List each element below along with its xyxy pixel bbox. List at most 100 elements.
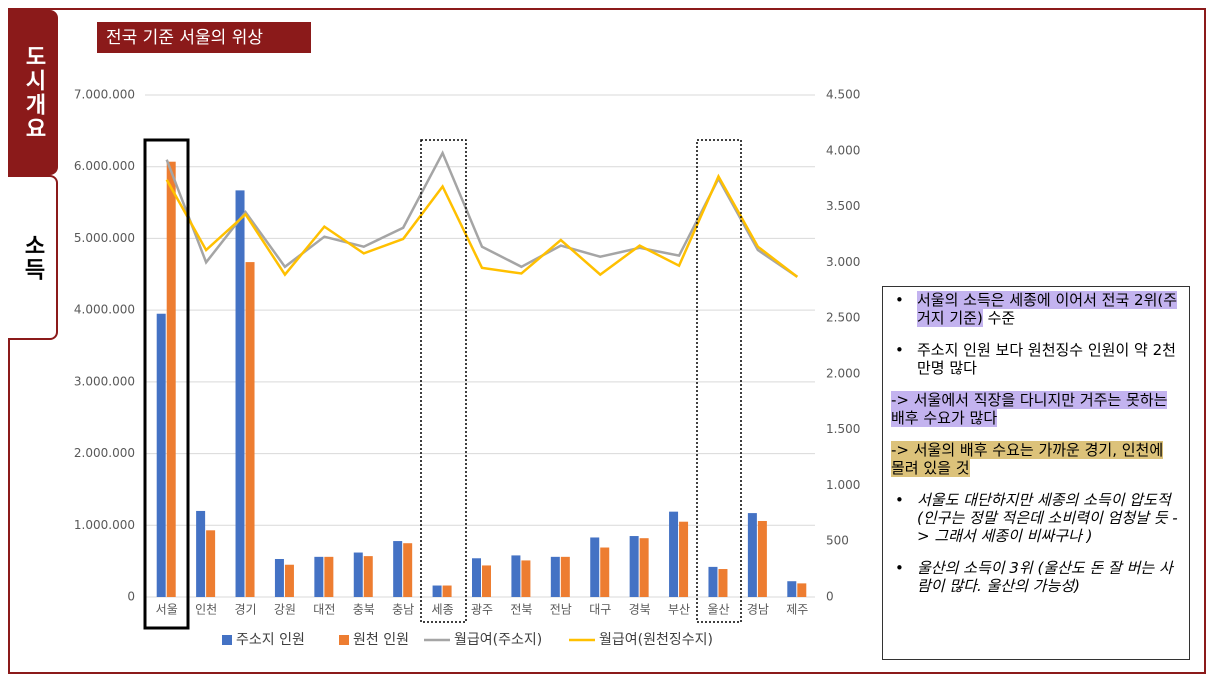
note-text: -> 서울에서 직장을 다니지만 거주는 못하는 배후 수요가 많다 <box>891 391 1168 427</box>
x-tick-label: 대구 <box>589 603 611 617</box>
highlight-box <box>696 139 742 623</box>
legend-label: 원천 인원 <box>353 632 409 648</box>
y-tick-label: 4.000.000 <box>74 303 135 317</box>
x-tick-label: 대전 <box>313 603 335 617</box>
note: 서울도 대단하지만 세종의 소득이 압도적 (인구는 정말 적은데 소비력이 엄… <box>891 491 1181 545</box>
bar <box>639 538 649 597</box>
bar <box>206 530 216 597</box>
line <box>165 173 799 278</box>
bar <box>550 556 560 597</box>
x-tick-label: 울산 <box>707 603 729 617</box>
bar <box>235 190 245 597</box>
legend-swatch <box>339 635 349 645</box>
y-tick-label: 6.000.000 <box>74 159 135 173</box>
chart-title: 전국 기준 서울의 위상 <box>106 28 263 48</box>
note: 서울의 소득은 세종에 이어서 전국 2위(주거지 기준) 수준 <box>891 291 1181 327</box>
bar <box>787 581 797 597</box>
y-tick-label: 0 <box>127 590 135 604</box>
bar <box>274 558 284 597</box>
x-tick-label: 제주 <box>786 603 808 617</box>
bar <box>718 569 728 597</box>
notes: 서울의 소득은 세종에 이어서 전국 2위(주거지 기준) 수준주소지 인원 보… <box>882 286 1190 660</box>
note-text: 서울의 소득은 세종에 이어서 전국 2위(주거지 기준) <box>917 291 1178 327</box>
x-tick-label: 충남 <box>392 603 414 617</box>
x-tick-label: 경기 <box>234 603 256 617</box>
legend-label: 주소지 인원 <box>236 632 305 648</box>
x-tick-label: 광주 <box>471 603 493 617</box>
bar <box>560 556 570 597</box>
bar <box>403 543 413 597</box>
x-tick-label: 경남 <box>747 603 769 617</box>
bar <box>196 510 206 597</box>
y-tick-label: 5.000.000 <box>74 231 135 245</box>
legend-swatch <box>222 635 232 645</box>
y2-tick-label: 4.000 <box>826 143 860 157</box>
y2-tick-label: 500 <box>826 534 849 548</box>
note-text: -> 서울의 배후 수요는 가까운 경기, 인천에 몰려 있을 것 <box>891 441 1164 477</box>
note-text: 울산의 소득이 3위 (울산도 돈 잘 버는 사람이 많다. 울산의 가능성) <box>917 559 1173 595</box>
bar <box>363 556 373 597</box>
plot: 0 1.000.000 2.000.000 3.000.000 4.000.000 5.0… <box>74 88 860 649</box>
line <box>165 150 798 278</box>
legend-label: 월급여(주소지) <box>454 632 542 648</box>
x-tick-label: 경북 <box>629 603 651 617</box>
bar <box>442 585 452 597</box>
bar <box>156 313 166 597</box>
bar <box>669 511 679 597</box>
note: -> 서울에서 직장을 다니지만 거주는 못하는 배후 수요가 많다 <box>891 391 1181 427</box>
bar <box>245 262 255 597</box>
note: 울산의 소득이 3위 (울산도 돈 잘 버는 사람이 많다. 울산의 가능성) <box>891 559 1181 595</box>
legend-label: 월급여(원천징수지) <box>599 632 713 648</box>
tab[interactable]: 도시개요 <box>8 10 58 175</box>
bar <box>472 558 481 597</box>
y2-tick-label: 3.500 <box>826 199 860 213</box>
bar <box>797 583 807 597</box>
bar <box>629 536 639 597</box>
y2-tick-label: 2.500 <box>826 311 860 325</box>
bar <box>324 556 334 597</box>
x-tick-label: 부산 <box>668 603 690 617</box>
x-tick-label: 강원 <box>274 603 296 617</box>
y2-tick-label: 1.000 <box>826 478 860 492</box>
tab[interactable]: 소득 <box>8 175 58 340</box>
bar <box>600 547 610 597</box>
x-tick-label: 세종 <box>432 603 454 617</box>
bar <box>314 556 324 597</box>
y2-tick-label: 0 <box>826 590 834 604</box>
title-box <box>97 22 311 53</box>
x-tick-label: 전남 <box>550 603 572 617</box>
bar <box>353 552 363 597</box>
bar <box>166 161 176 598</box>
bar <box>590 537 600 597</box>
y2-tick-label: 2.000 <box>826 366 860 380</box>
slide-frame <box>8 8 1206 674</box>
bar <box>432 585 442 597</box>
bar <box>757 520 767 597</box>
x-tick-label: 전북 <box>510 603 532 617</box>
bar <box>284 564 294 597</box>
note: 주소지 인원 보다 원천징수 인원이 약 2천만명 많다 <box>891 341 1181 377</box>
bar <box>747 513 757 597</box>
bar <box>708 566 718 597</box>
x-tick-label: 서울 <box>156 603 178 617</box>
note-text: 수준 <box>982 309 1016 327</box>
bar <box>679 521 689 597</box>
bar <box>482 565 491 597</box>
note: -> 서울의 배후 수요는 가까운 경기, 인천에 몰려 있을 것 <box>891 441 1181 477</box>
y-tick-label: 1.000.000 <box>74 518 135 532</box>
bar <box>393 541 403 597</box>
bar <box>511 555 521 597</box>
y2-tick-label: 3.000 <box>826 255 860 269</box>
y-tick-label: 7.000.000 <box>74 88 135 102</box>
note-text: 서울도 대단하지만 세종의 소득이 압도적 (인구는 정말 적은데 소비력이 엄… <box>917 491 1178 545</box>
x-tick-label: 인천 <box>195 602 217 617</box>
highlight-box <box>143 138 190 630</box>
y2-tick-label: 4.500 <box>826 88 860 102</box>
note-text: 주소지 인원 보다 원천징수 인원이 약 2천만명 많다 <box>917 341 1176 377</box>
bar <box>521 560 531 597</box>
y-tick-label: 3.000.000 <box>74 374 135 388</box>
x-tick-label: 충북 <box>353 603 375 617</box>
y2-tick-label: 1.500 <box>826 422 860 436</box>
